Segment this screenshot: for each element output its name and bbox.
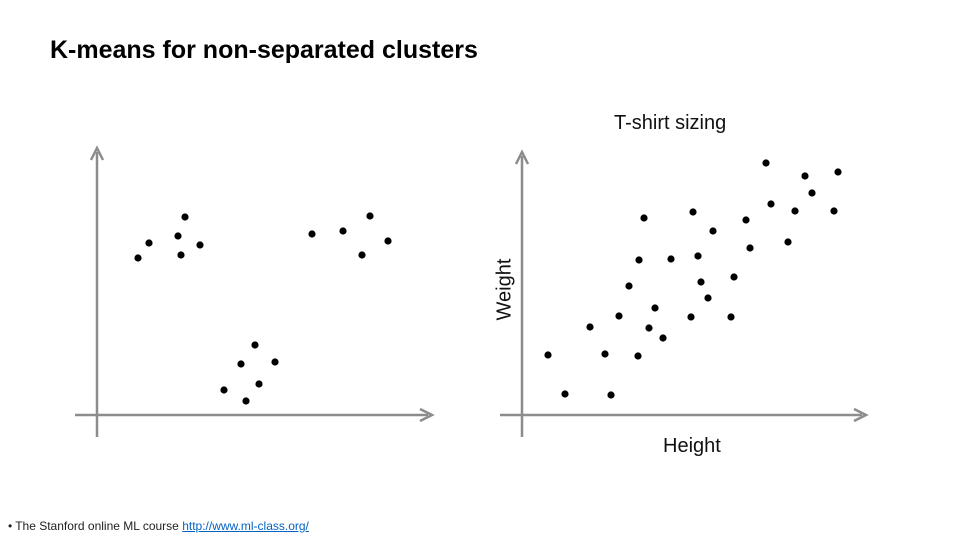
right-data-point-17 [697, 278, 705, 286]
left-data-point-15 [255, 380, 263, 388]
left-data-point-12 [237, 360, 245, 368]
right-data-point-8 [635, 256, 643, 264]
right-y-arrowhead [514, 149, 530, 165]
footnote-link[interactable]: http://www.ml-class.org/ [182, 519, 309, 533]
right-data-point-2 [586, 323, 594, 331]
right-data-point-3 [601, 350, 609, 358]
right-data-point-0 [544, 351, 552, 359]
right-data-point-1 [561, 390, 569, 398]
left-data-point-1 [145, 239, 153, 247]
right-data-point-21 [730, 273, 738, 281]
left-data-point-8 [366, 212, 374, 220]
right-data-point-29 [808, 189, 816, 197]
right-data-point-18 [704, 294, 712, 302]
right-data-point-14 [689, 208, 697, 216]
right-data-point-5 [615, 312, 623, 320]
right-data-point-28 [801, 172, 809, 180]
right-data-point-20 [727, 313, 735, 321]
right-data-point-15 [687, 313, 695, 321]
left-data-point-6 [308, 230, 316, 238]
left-plot-axes [75, 145, 435, 437]
right-data-point-10 [645, 324, 653, 332]
right-x-arrowhead [853, 407, 869, 423]
left-data-point-9 [384, 237, 392, 245]
right-plot-axes [500, 149, 869, 437]
left-data-point-3 [174, 232, 182, 240]
left-data-point-11 [251, 341, 259, 349]
right-plot-title: T-shirt sizing [614, 112, 727, 134]
left-data-point-4 [177, 251, 185, 259]
slide-title: K-means for non-separated clusters [50, 36, 478, 64]
right-data-point-11 [651, 304, 659, 312]
left-x-arrowhead [419, 407, 435, 423]
left-data-point-10 [358, 251, 366, 259]
right-data-point-13 [667, 255, 675, 263]
right-data-point-19 [709, 227, 717, 235]
left-y-arrowhead [89, 145, 105, 161]
right-data-point-4 [607, 391, 615, 399]
left-data-point-7 [339, 227, 347, 235]
right-data-point-24 [762, 159, 770, 167]
left-data-point-16 [242, 397, 250, 405]
right-plot-y-label: Weight [493, 258, 516, 321]
left-data-point-2 [181, 213, 189, 221]
footnote-text: The Stanford online ML course [15, 519, 183, 533]
right-data-point-9 [640, 214, 648, 222]
left-data-point-0 [134, 254, 142, 262]
footnote: • The Stanford online ML course http://ww… [8, 519, 309, 533]
right-data-point-25 [767, 200, 775, 208]
left-data-point-5 [196, 241, 204, 249]
right-data-point-27 [791, 207, 799, 215]
right-data-point-26 [784, 238, 792, 246]
footnote-bullet: • [8, 519, 13, 533]
right-data-point-12 [659, 334, 667, 342]
right-data-point-30 [830, 207, 838, 215]
right-plot-x-label: Height [663, 435, 721, 457]
left-data-point-14 [220, 386, 228, 394]
right-data-point-6 [625, 282, 633, 290]
left-data-point-13 [271, 358, 279, 366]
right-data-point-22 [742, 216, 750, 224]
right-data-point-16 [694, 252, 702, 260]
right-data-point-31 [834, 168, 842, 176]
right-data-point-23 [746, 244, 754, 252]
right-data-point-7 [634, 352, 642, 360]
right-plot-points [544, 159, 842, 399]
left-plot-points [134, 212, 392, 405]
